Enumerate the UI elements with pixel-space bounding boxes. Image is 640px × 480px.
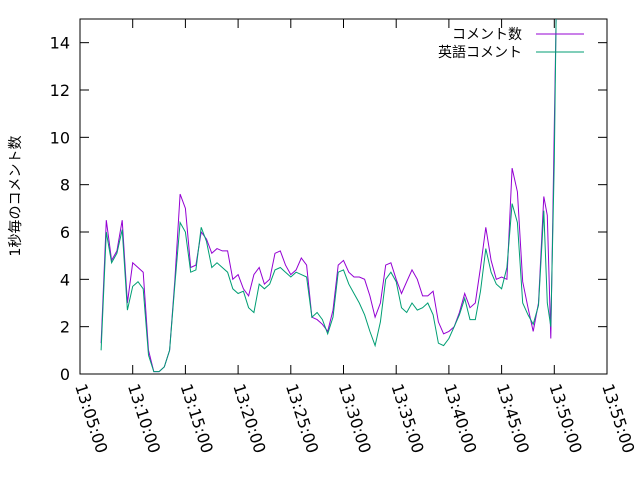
x-tick-label: 13:10:00	[124, 381, 164, 455]
x-tick-label: 13:55:00	[598, 381, 638, 455]
legend-label: 英語コメント	[438, 44, 522, 61]
y-axis-title: 1秒毎のコメント数	[8, 136, 24, 257]
y-axis: 0 2 4 6 8 10 12 14	[50, 34, 607, 384]
x-tick-label: 13:35:00	[387, 381, 427, 455]
series-line-1	[100, 18, 557, 373]
series-layer	[100, 18, 557, 373]
y-tick-label: 12	[50, 81, 70, 100]
y-tick-label: 2	[60, 318, 70, 337]
y-tick-label: 8	[60, 176, 70, 195]
legend-label: コメント数	[452, 27, 522, 43]
x-tick-label: 13:40:00	[440, 381, 480, 455]
x-tick-label: 13:50:00	[545, 381, 585, 455]
x-tick-label: 13:25:00	[282, 381, 322, 455]
x-tick-label: 13:15:00	[177, 381, 217, 455]
x-tick-label: 13:30:00	[335, 381, 375, 455]
x-tick-label: 13:45:00	[493, 381, 533, 455]
x-tick-label: 13:05:00	[71, 381, 111, 455]
y-tick-label: 6	[60, 223, 70, 242]
y-tick-label: 0	[60, 365, 70, 384]
x-tick-label: 13:20:00	[229, 381, 269, 455]
y-tick-label: 4	[60, 270, 70, 289]
series-line-0	[100, 18, 557, 373]
y-tick-label: 10	[50, 128, 70, 147]
plot-frame	[79, 18, 608, 375]
x-axis: 13:05:00 13:10:00 13:15:00 13:20:00 13:25:00…	[71, 19, 638, 456]
y-tick-label: 14	[50, 34, 70, 53]
